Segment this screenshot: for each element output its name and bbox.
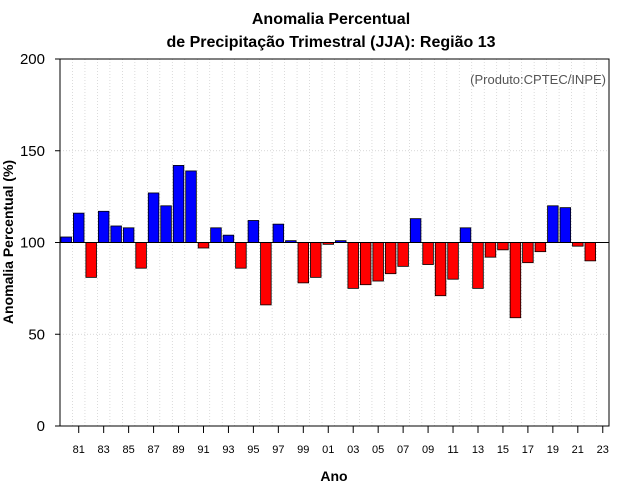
bar-2006 xyxy=(384,242,397,275)
bar-2000 xyxy=(310,242,322,278)
x-tick-label: 01 xyxy=(322,444,334,456)
x-tick-label: 21 xyxy=(572,444,584,456)
bar-2013 xyxy=(472,242,484,289)
y-tick-label: 100 xyxy=(20,235,45,252)
x-tick-label: 13 xyxy=(472,444,484,456)
bar-2008 xyxy=(409,218,422,243)
bar-1983 xyxy=(97,210,110,243)
y-axis: 0 50 100 150 200 xyxy=(20,51,60,435)
bar-1987 xyxy=(147,192,160,243)
x-tick-label: 15 xyxy=(497,444,509,456)
bar-1995 xyxy=(247,220,260,243)
bar-1981 xyxy=(73,212,85,243)
x-tick-label: 97 xyxy=(272,444,284,456)
bar-2012 xyxy=(459,227,472,243)
bar-2010 xyxy=(434,242,447,297)
x-tick-label: 17 xyxy=(522,444,534,456)
x-tick-label: 81 xyxy=(73,444,85,456)
y-axis-label: Anomalia Percentual (%) xyxy=(0,160,16,324)
x-axis: 81 83 85 87 89 91 93 95 97 99 01 03 05 07 09 11 13 15 17 19… xyxy=(73,426,609,456)
bar-1990 xyxy=(185,170,197,243)
bar-1988 xyxy=(160,205,172,243)
bar-1982 xyxy=(85,242,97,278)
bar-1985 xyxy=(122,227,135,243)
x-tick-label: 89 xyxy=(172,444,184,456)
bar-2009 xyxy=(422,242,434,265)
x-tick-label: 83 xyxy=(98,444,110,456)
bar-1989 xyxy=(172,165,185,243)
x-tick-label: 95 xyxy=(247,444,259,456)
bar-2017 xyxy=(522,242,534,264)
x-tick-label: 07 xyxy=(397,444,409,456)
credit-text: (Produto:CPTEC/INPE) xyxy=(470,72,606,87)
x-tick-label: 93 xyxy=(222,444,234,456)
bar-1996 xyxy=(260,242,272,306)
chart-title: Anomalia Percentual xyxy=(252,11,410,28)
bar-2018 xyxy=(534,242,547,253)
x-tick-label: 05 xyxy=(372,444,384,456)
bar-2019 xyxy=(547,205,559,243)
bar-2022 xyxy=(584,242,596,262)
bar-2007 xyxy=(397,242,409,267)
bar-1993 xyxy=(222,234,235,243)
bar-1999 xyxy=(297,242,310,284)
bar-2014 xyxy=(484,242,497,258)
bar-2005 xyxy=(372,242,384,282)
bars xyxy=(60,165,596,319)
x-tick-label: 03 xyxy=(347,444,359,456)
x-tick-label: 99 xyxy=(297,444,309,456)
x-tick-label: 11 xyxy=(447,444,458,456)
bar-2015 xyxy=(497,242,509,251)
bar-1994 xyxy=(235,242,247,269)
bar-1992 xyxy=(210,227,222,243)
bar-2020 xyxy=(559,207,572,243)
bar-1997 xyxy=(272,223,285,243)
y-tick-label: 0 xyxy=(37,418,45,435)
x-tick-label: 85 xyxy=(123,444,135,456)
bar-2021 xyxy=(572,242,584,247)
y-tick-label: 150 xyxy=(20,143,45,160)
bar-1984 xyxy=(110,225,122,243)
bar-2004 xyxy=(359,242,372,286)
bar-1991 xyxy=(197,242,210,249)
bar-1980 xyxy=(60,236,72,243)
y-tick-label: 50 xyxy=(28,326,45,343)
x-tick-label: 09 xyxy=(422,444,434,456)
x-tick-label: 23 xyxy=(597,444,609,456)
bar-2016 xyxy=(509,242,522,319)
x-tick-label: 19 xyxy=(547,444,559,456)
bar-1986 xyxy=(135,242,147,269)
bar-2003 xyxy=(347,242,359,289)
y-tick-label: 200 xyxy=(20,51,45,68)
x-tick-label: 91 xyxy=(197,444,209,456)
bar-2011 xyxy=(447,242,459,280)
x-tick-label: 87 xyxy=(147,444,159,456)
x-axis-label: Ano xyxy=(320,468,347,484)
chart-subtitle: de Precipitação Trimestral (JJA): Região… xyxy=(166,34,495,51)
